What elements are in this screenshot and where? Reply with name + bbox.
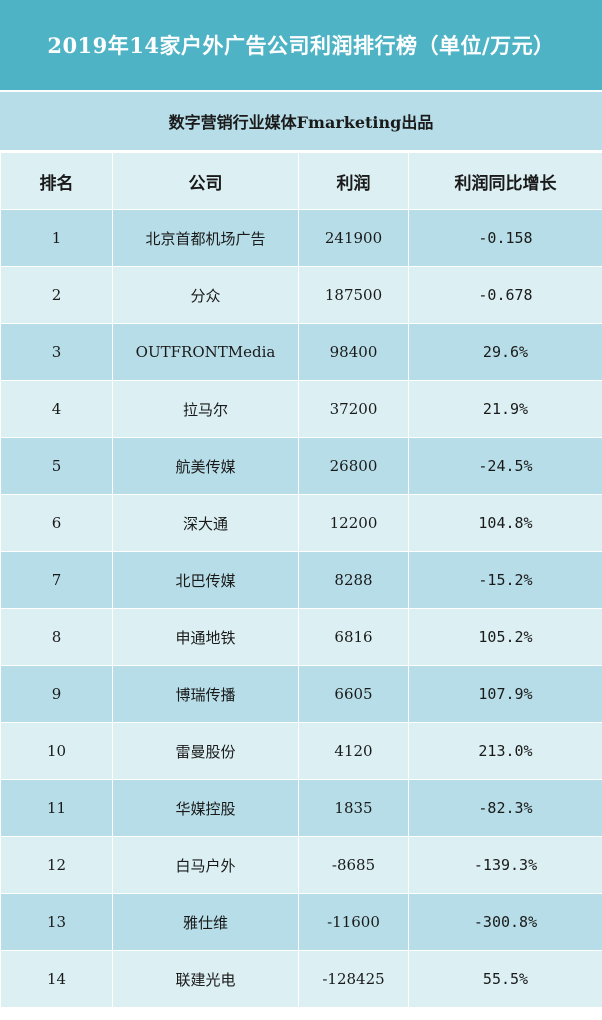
cell-company: 分众 <box>112 266 299 324</box>
cell-profit: 37200 <box>298 380 409 438</box>
cell-yoy: 213.0% <box>408 722 602 780</box>
cell-profit: 8288 <box>298 551 409 609</box>
cell-company: 深大通 <box>112 494 299 552</box>
cell-profit: 6605 <box>298 665 409 723</box>
cell-company: 雷曼股份 <box>112 722 299 780</box>
cell-rank: 7 <box>0 551 113 609</box>
cell-rank: 12 <box>0 836 113 894</box>
cell-profit: 6816 <box>298 608 409 666</box>
cell-rank: 5 <box>0 437 113 495</box>
table-row: 4 拉马尔 37200 21.9% <box>0 380 602 438</box>
cell-profit: 12200 <box>298 494 409 552</box>
cell-company: 联建光电 <box>112 950 299 1008</box>
cell-company: 申通地铁 <box>112 608 299 666</box>
cell-rank: 2 <box>0 266 113 324</box>
cell-profit: 187500 <box>298 266 409 324</box>
cell-company: 拉马尔 <box>112 380 299 438</box>
table-row: 14 联建光电 -128425 55.5% <box>0 950 602 1008</box>
cell-yoy: 107.9% <box>408 665 602 723</box>
cell-profit: 26800 <box>298 437 409 495</box>
cell-yoy: 104.8% <box>408 494 602 552</box>
table-row: 12 白马户外 -8685 -139.3% <box>0 836 602 894</box>
header-company: 公司 <box>112 152 299 210</box>
cell-rank: 13 <box>0 893 113 951</box>
cell-yoy: -82.3% <box>408 779 602 837</box>
table-row: 2 分众 187500 -0.678 <box>0 266 602 324</box>
cell-rank: 6 <box>0 494 113 552</box>
table-subtitle: 数字营销行业媒体Fmarketing出品 <box>0 92 602 152</box>
header-yoy: 利润同比增长 <box>408 152 602 210</box>
table-row: 6 深大通 12200 104.8% <box>0 494 602 552</box>
cell-company: 雅仕维 <box>112 893 299 951</box>
cell-yoy: -300.8% <box>408 893 602 951</box>
table-row: 7 北巴传媒 8288 -15.2% <box>0 551 602 609</box>
cell-company: 白马户外 <box>112 836 299 894</box>
cell-yoy: -24.5% <box>408 437 602 495</box>
table-row: 10 雷曼股份 4120 213.0% <box>0 722 602 780</box>
header-profit: 利润 <box>298 152 409 210</box>
profit-table: 排名 公司 利润 利润同比增长 1 北京首都机场广告 241900 -0.158 2 分众… <box>0 152 602 1008</box>
table-body: 1 北京首都机场广告 241900 -0.158 2 分众 187500 -0.678 3 OUT… <box>0 209 602 1008</box>
cell-yoy: -0.678 <box>408 266 602 324</box>
cell-company: 航美传媒 <box>112 437 299 495</box>
cell-rank: 9 <box>0 665 113 723</box>
table-row: 5 航美传媒 26800 -24.5% <box>0 437 602 495</box>
cell-rank: 14 <box>0 950 113 1008</box>
table-row: 3 OUTFRONTMedia 98400 29.6% <box>0 323 602 381</box>
cell-profit: 1835 <box>298 779 409 837</box>
table-row: 11 华媒控股 1835 -82.3% <box>0 779 602 837</box>
cell-profit: 4120 <box>298 722 409 780</box>
cell-company: 华媒控股 <box>112 779 299 837</box>
cell-rank: 3 <box>0 323 113 381</box>
cell-company: 北巴传媒 <box>112 551 299 609</box>
table-title: 2019年14家户外广告公司利润排行榜（单位/万元） <box>0 0 602 90</box>
cell-yoy: 105.2% <box>408 608 602 666</box>
cell-profit: -11600 <box>298 893 409 951</box>
cell-company: 博瑞传播 <box>112 665 299 723</box>
cell-company: 北京首都机场广告 <box>112 209 299 267</box>
table-row: 13 雅仕维 -11600 -300.8% <box>0 893 602 951</box>
cell-rank: 1 <box>0 209 113 267</box>
cell-yoy: -0.158 <box>408 209 602 267</box>
header-rank: 排名 <box>0 152 113 210</box>
cell-yoy: 21.9% <box>408 380 602 438</box>
table-row: 9 博瑞传播 6605 107.9% <box>0 665 602 723</box>
title-divider <box>0 90 602 92</box>
cell-rank: 10 <box>0 722 113 780</box>
cell-profit: -128425 <box>298 950 409 1008</box>
table-row: 1 北京首都机场广告 241900 -0.158 <box>0 209 602 267</box>
cell-rank: 8 <box>0 608 113 666</box>
cell-rank: 4 <box>0 380 113 438</box>
cell-profit: -8685 <box>298 836 409 894</box>
header-row: 排名 公司 利润 利润同比增长 <box>0 152 602 210</box>
cell-rank: 11 <box>0 779 113 837</box>
table-row: 8 申通地铁 6816 105.2% <box>0 608 602 666</box>
cell-profit: 98400 <box>298 323 409 381</box>
cell-company: OUTFRONTMedia <box>112 323 299 381</box>
cell-yoy: -139.3% <box>408 836 602 894</box>
cell-profit: 241900 <box>298 209 409 267</box>
cell-yoy: 29.6% <box>408 323 602 381</box>
cell-yoy: -15.2% <box>408 551 602 609</box>
cell-yoy: 55.5% <box>408 950 602 1008</box>
